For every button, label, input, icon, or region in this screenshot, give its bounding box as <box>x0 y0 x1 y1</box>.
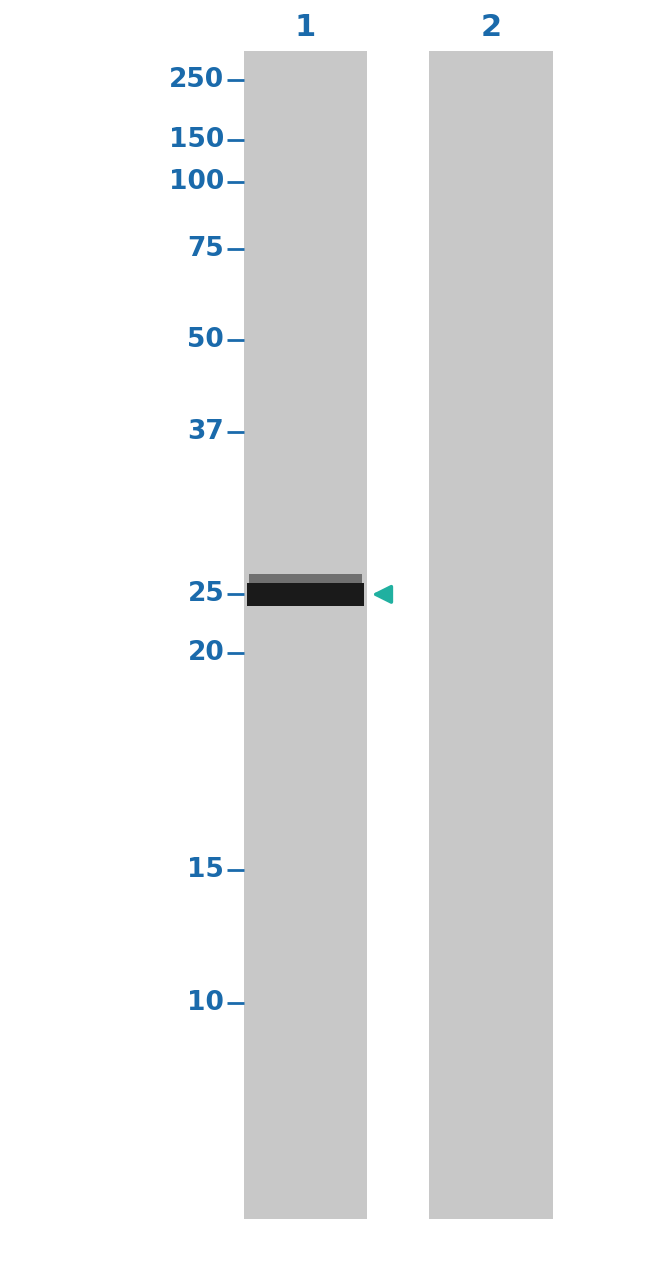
Text: 2: 2 <box>480 14 501 42</box>
Text: 50: 50 <box>187 328 224 353</box>
Text: 37: 37 <box>187 419 224 444</box>
Text: 20: 20 <box>187 640 224 665</box>
Bar <box>249 583 362 594</box>
Bar <box>247 583 364 606</box>
Text: 150: 150 <box>169 127 224 152</box>
Text: 100: 100 <box>169 169 224 194</box>
Text: 250: 250 <box>169 67 224 93</box>
Bar <box>249 574 362 585</box>
Text: 1: 1 <box>295 14 316 42</box>
Text: 25: 25 <box>187 582 224 607</box>
Text: 75: 75 <box>187 236 224 262</box>
Bar <box>244 51 367 1219</box>
Bar <box>249 592 362 603</box>
Text: 10: 10 <box>187 991 224 1016</box>
Text: 15: 15 <box>187 857 224 883</box>
Bar <box>429 51 552 1219</box>
